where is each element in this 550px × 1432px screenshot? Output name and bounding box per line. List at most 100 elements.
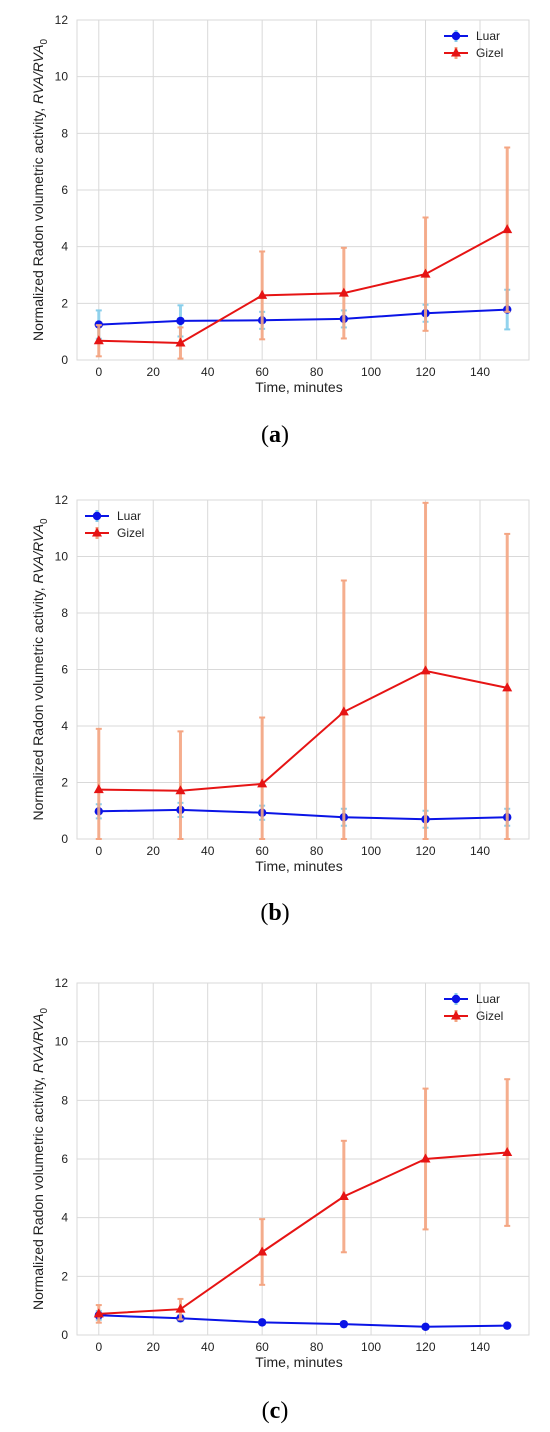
series-line xyxy=(98,1151,508,1315)
y-tick-label: 4 xyxy=(61,719,68,733)
x-tick-label: 60 xyxy=(255,365,269,379)
x-tick-label: 100 xyxy=(361,1340,381,1354)
series-line xyxy=(98,669,508,792)
x-tick-label: 80 xyxy=(310,365,324,379)
y-tick-label: 12 xyxy=(55,976,69,990)
legend-item-gizel: Gizel xyxy=(444,1009,503,1023)
data-point xyxy=(502,224,513,234)
plot-frame xyxy=(76,19,530,361)
y-tick-label: 10 xyxy=(55,70,69,84)
legend-item-luar: Luar xyxy=(444,29,500,43)
x-tick-label: 80 xyxy=(310,1340,324,1354)
legend-label: Gizel xyxy=(117,526,144,540)
x-axis-label: Time, minutes xyxy=(255,379,342,395)
data-point xyxy=(93,335,104,345)
x-tick-label: 20 xyxy=(147,844,161,858)
y-tick-label: 6 xyxy=(61,1152,68,1166)
legend: Luar Gizel xyxy=(85,509,144,540)
y-tick-label: 0 xyxy=(61,353,68,367)
x-tick-label: 40 xyxy=(201,1340,215,1354)
x-tick-label: 20 xyxy=(147,365,161,379)
series-line xyxy=(98,808,508,821)
x-tick-label: 60 xyxy=(255,844,269,858)
data-point xyxy=(176,316,185,326)
x-tick-label: 80 xyxy=(310,844,324,858)
legend-item-gizel: Gizel xyxy=(85,526,144,540)
series-line xyxy=(98,1314,508,1328)
plot-frame xyxy=(76,499,530,840)
legend-label: Gizel xyxy=(476,46,503,60)
x-tick-label: 20 xyxy=(147,1340,161,1354)
y-tick-label: 8 xyxy=(61,606,68,620)
plot-frame xyxy=(76,982,530,1336)
y-tick-label: 8 xyxy=(61,126,68,140)
legend-item-luar: Luar xyxy=(444,992,500,1006)
legend: Luar Gizel xyxy=(444,992,503,1023)
panel-caption: (b) xyxy=(260,900,289,926)
data-point xyxy=(93,784,104,794)
legend-label: Gizel xyxy=(476,1009,503,1023)
series-gizel xyxy=(93,1078,513,1324)
y-tick-label: 0 xyxy=(61,1328,68,1342)
chart-panel-c: 0 20 40 60 80 100 120 140 0 2 4 6 8 10 12 Time, minutes… xyxy=(30,976,530,1370)
x-tick-label: 0 xyxy=(95,844,102,858)
y-tick-label: 2 xyxy=(61,776,68,790)
x-tick-label: 120 xyxy=(416,1340,436,1354)
legend-label: Luar xyxy=(117,509,141,523)
x-tick-label: 0 xyxy=(95,1340,102,1354)
data-point xyxy=(502,682,513,692)
x-axis-label: Time, minutes xyxy=(255,1354,342,1370)
y-tick-label: 0 xyxy=(61,832,68,846)
panel-caption: (a) xyxy=(261,422,289,448)
legend-label: Luar xyxy=(476,992,500,1006)
y-tick-label: 2 xyxy=(61,1269,68,1283)
series-line xyxy=(98,228,508,345)
error-bar xyxy=(95,727,102,840)
series-line xyxy=(98,308,508,326)
y-tick-label: 10 xyxy=(55,1035,69,1049)
legend-label: Luar xyxy=(476,29,500,43)
data-point xyxy=(175,337,186,347)
data-point xyxy=(257,1246,268,1256)
y-tick-label: 4 xyxy=(61,1211,68,1225)
panel-caption: (c) xyxy=(262,1398,289,1424)
data-point xyxy=(175,1303,186,1313)
data-point xyxy=(503,1321,512,1330)
data-point xyxy=(339,1319,349,1329)
x-tick-label: 100 xyxy=(361,844,381,858)
y-tick-label: 2 xyxy=(61,296,68,310)
y-tick-label: 6 xyxy=(61,183,68,197)
x-tick-label: 100 xyxy=(361,365,381,379)
data-point xyxy=(257,289,268,299)
data-point xyxy=(93,1308,104,1318)
series-gizel xyxy=(93,501,513,840)
x-tick-label: 120 xyxy=(416,365,436,379)
chart-panel-b: 0 20 40 60 80 100 120 140 0 2 4 6 8 10 12 Time, minutes… xyxy=(30,493,530,874)
x-axis-label: Time, minutes xyxy=(255,858,342,874)
y-tick-label: 6 xyxy=(61,663,68,677)
error-bar xyxy=(259,716,266,840)
chart-panel-a: 0 20 40 60 80 100 120 140 0 2 4 6 8 10 12 Time, minutes… xyxy=(30,13,530,395)
legend: Luar Gizel xyxy=(444,29,503,60)
data-point xyxy=(175,785,186,795)
legend-item-gizel: Gizel xyxy=(444,46,503,60)
legend-item-luar: Luar xyxy=(85,509,141,523)
x-tick-label: 140 xyxy=(470,844,490,858)
x-tick-label: 0 xyxy=(95,365,102,379)
x-tick-label: 140 xyxy=(470,365,490,379)
data-point xyxy=(257,778,268,788)
data-point xyxy=(338,1191,349,1201)
data-point xyxy=(421,1322,430,1331)
error-bar xyxy=(177,730,184,840)
data-point xyxy=(502,1147,513,1157)
y-axis-label: Normalized Radon volumetric activity, RV… xyxy=(30,1008,50,1310)
y-axis-label: Normalized Radon volumetric activity, RV… xyxy=(30,39,50,341)
y-tick-label: 12 xyxy=(55,493,69,507)
data-point xyxy=(420,268,431,278)
x-tick-label: 140 xyxy=(470,1340,490,1354)
x-tick-label: 40 xyxy=(201,844,215,858)
series-gizel xyxy=(93,146,513,360)
data-point xyxy=(338,287,349,297)
y-tick-label: 4 xyxy=(61,240,68,254)
